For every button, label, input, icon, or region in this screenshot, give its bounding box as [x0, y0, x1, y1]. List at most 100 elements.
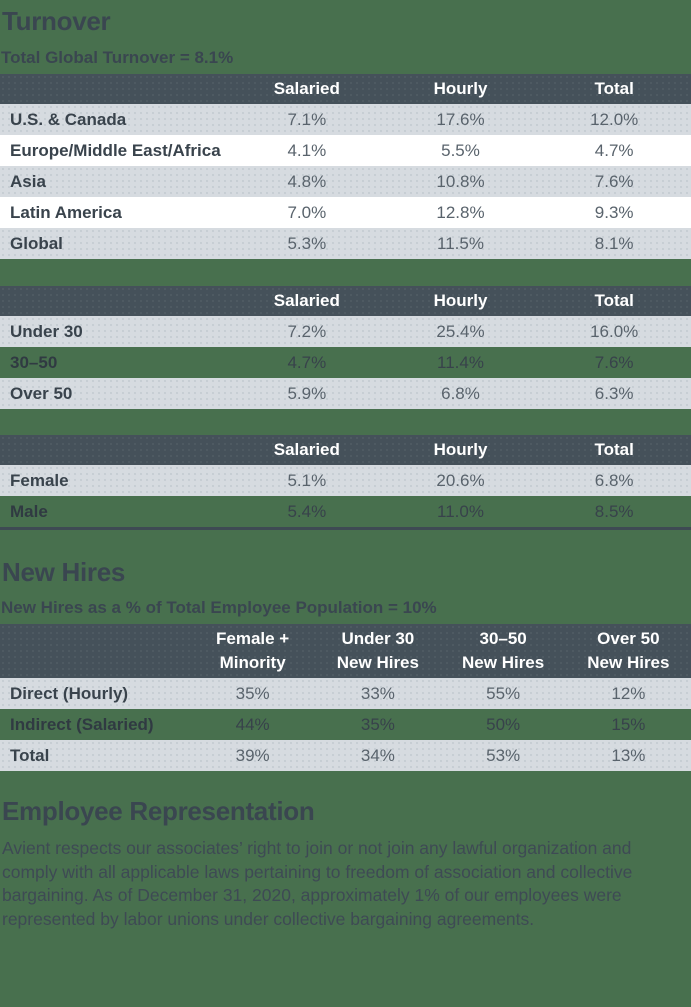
row-label: 30–50 — [10, 353, 58, 372]
cell-value: 15% — [611, 715, 646, 734]
cell-value: 5.9% — [287, 384, 327, 403]
row-label: Total — [10, 746, 50, 765]
table-row: Indirect (Salaried) 44% 35% 50% 15% — [0, 709, 691, 740]
table-header-row: Salaried Hourly Total — [0, 74, 691, 104]
cell-value: 5.4% — [287, 502, 327, 521]
column-header-over-50: Over 50 New Hires — [566, 627, 691, 678]
cell-value: 4.7% — [287, 353, 327, 372]
header-spacer-cell — [0, 286, 230, 316]
column-header-hourly: Hourly — [433, 79, 488, 98]
header-line: Under 30 — [341, 629, 415, 648]
cell-value: 8.1% — [594, 234, 634, 253]
table-row: U.S. & Canada 7.1% 17.6% 12.0% — [0, 104, 691, 135]
total-global-turnover-subtitle: Total Global Turnover = 8.1% — [1, 48, 234, 67]
turnover-by-age-table: Salaried Hourly Total Under 30 7.2% 25.4… — [0, 286, 691, 409]
cell-value: 34% — [360, 746, 395, 765]
header-line: Over 50 — [597, 629, 660, 648]
cell-value: 7.6% — [594, 353, 634, 372]
header-line: New Hires — [587, 653, 670, 672]
header-line: Female + — [216, 629, 290, 648]
cell-value: 25.4% — [436, 322, 485, 341]
header-line: 30–50 — [479, 629, 527, 648]
table-header-row: Female + Minority Under 30 New Hires 30–… — [0, 624, 691, 678]
table-row: Latin America 7.0% 12.8% 9.3% — [0, 197, 691, 228]
cell-value: 5.1% — [287, 471, 327, 490]
cell-value: 8.5% — [594, 502, 634, 521]
table-row: Total 39% 34% 53% 13% — [0, 740, 691, 771]
cell-value: 33% — [360, 684, 395, 703]
employee-representation-section-title: Employee Representation — [2, 796, 315, 826]
cell-value: 53% — [486, 746, 521, 765]
new-hires-subtitle: New Hires as a % of Total Employee Popul… — [1, 598, 437, 617]
row-label: Indirect (Salaried) — [10, 715, 154, 734]
turnover-by-region-table: Salaried Hourly Total U.S. & Canada 7.1%… — [0, 74, 691, 259]
row-label: U.S. & Canada — [10, 110, 127, 129]
new-hires-table: Female + Minority Under 30 New Hires 30–… — [0, 624, 691, 771]
column-header-female-minority: Female + Minority — [190, 627, 315, 678]
row-label: Under 30 — [10, 322, 83, 341]
cell-value: 39% — [235, 746, 270, 765]
table-row: Over 50 5.9% 6.8% 6.3% — [0, 378, 691, 409]
cell-value: 6.8% — [441, 384, 480, 403]
cell-value: 7.2% — [287, 322, 327, 341]
cell-value: 5.5% — [441, 141, 480, 160]
employee-representation-paragraph: Avient respects our associates’ right to… — [2, 838, 633, 929]
column-header-total: Total — [594, 291, 634, 310]
cell-value: 16.0% — [590, 322, 639, 341]
cell-value: 7.0% — [287, 203, 327, 222]
section-gap — [0, 409, 691, 435]
row-label: Female — [10, 471, 69, 490]
cell-value: 6.8% — [594, 471, 634, 490]
cell-value: 44% — [235, 715, 270, 734]
row-label: Global — [10, 234, 63, 253]
cell-value: 50% — [486, 715, 521, 734]
cell-value: 35% — [235, 684, 270, 703]
header-spacer-cell — [0, 74, 230, 104]
row-label: Latin America — [10, 203, 122, 222]
row-label: Europe/Middle East/Africa — [10, 141, 221, 160]
cell-value: 9.3% — [594, 203, 634, 222]
row-label: Direct (Hourly) — [10, 684, 129, 703]
row-label: Male — [10, 502, 48, 521]
table-row: Europe/Middle East/Africa 4.1% 5.5% 4.7% — [0, 135, 691, 166]
column-header-salaried: Salaried — [273, 79, 340, 98]
new-hires-section-title: New Hires — [2, 557, 126, 587]
cell-value: 12% — [611, 684, 646, 703]
cell-value: 10.8% — [436, 172, 485, 191]
column-header-total: Total — [594, 79, 634, 98]
table-bottom-rule — [0, 527, 691, 530]
column-header-salaried: Salaried — [273, 291, 340, 310]
column-header-hourly: Hourly — [433, 291, 488, 310]
row-label: Asia — [10, 172, 46, 191]
turnover-by-gender-table: Salaried Hourly Total Female 5.1% 20.6% … — [0, 435, 691, 530]
table-row: Direct (Hourly) 35% 33% 55% 12% — [0, 678, 691, 709]
column-header-under-30: Under 30 New Hires — [315, 627, 440, 678]
table-row: 30–50 4.7% 11.4% 7.6% — [0, 347, 691, 378]
cell-value: 5.3% — [287, 234, 327, 253]
column-header-total: Total — [594, 440, 634, 459]
table-row: Male 5.4% 11.0% 8.5% — [0, 496, 691, 527]
table-row: Global 5.3% 11.5% 8.1% — [0, 228, 691, 259]
cell-value: 11.5% — [437, 234, 484, 253]
cell-value: 12.8% — [436, 203, 485, 222]
header-line: New Hires — [336, 653, 419, 672]
turnover-section-title: Turnover — [2, 6, 111, 36]
table-header-row: Salaried Hourly Total — [0, 435, 691, 465]
cell-value: 7.1% — [287, 110, 327, 129]
table-row: Female 5.1% 20.6% 6.8% — [0, 465, 691, 496]
cell-value: 13% — [611, 746, 646, 765]
cell-value: 11.4% — [437, 353, 484, 372]
header-spacer-cell — [0, 627, 190, 678]
header-spacer-cell — [0, 435, 230, 465]
column-header-hourly: Hourly — [433, 440, 488, 459]
table-row: Under 30 7.2% 25.4% 16.0% — [0, 316, 691, 347]
row-label: Over 50 — [10, 384, 73, 403]
section-gap — [0, 259, 691, 286]
table-row: Asia 4.8% 10.8% 7.6% — [0, 166, 691, 197]
cell-value: 35% — [360, 715, 395, 734]
cell-value: 4.7% — [594, 141, 634, 160]
table-header-row: Salaried Hourly Total — [0, 286, 691, 316]
cell-value: 20.6% — [436, 471, 485, 490]
column-header-30-50: 30–50 New Hires — [441, 627, 566, 678]
